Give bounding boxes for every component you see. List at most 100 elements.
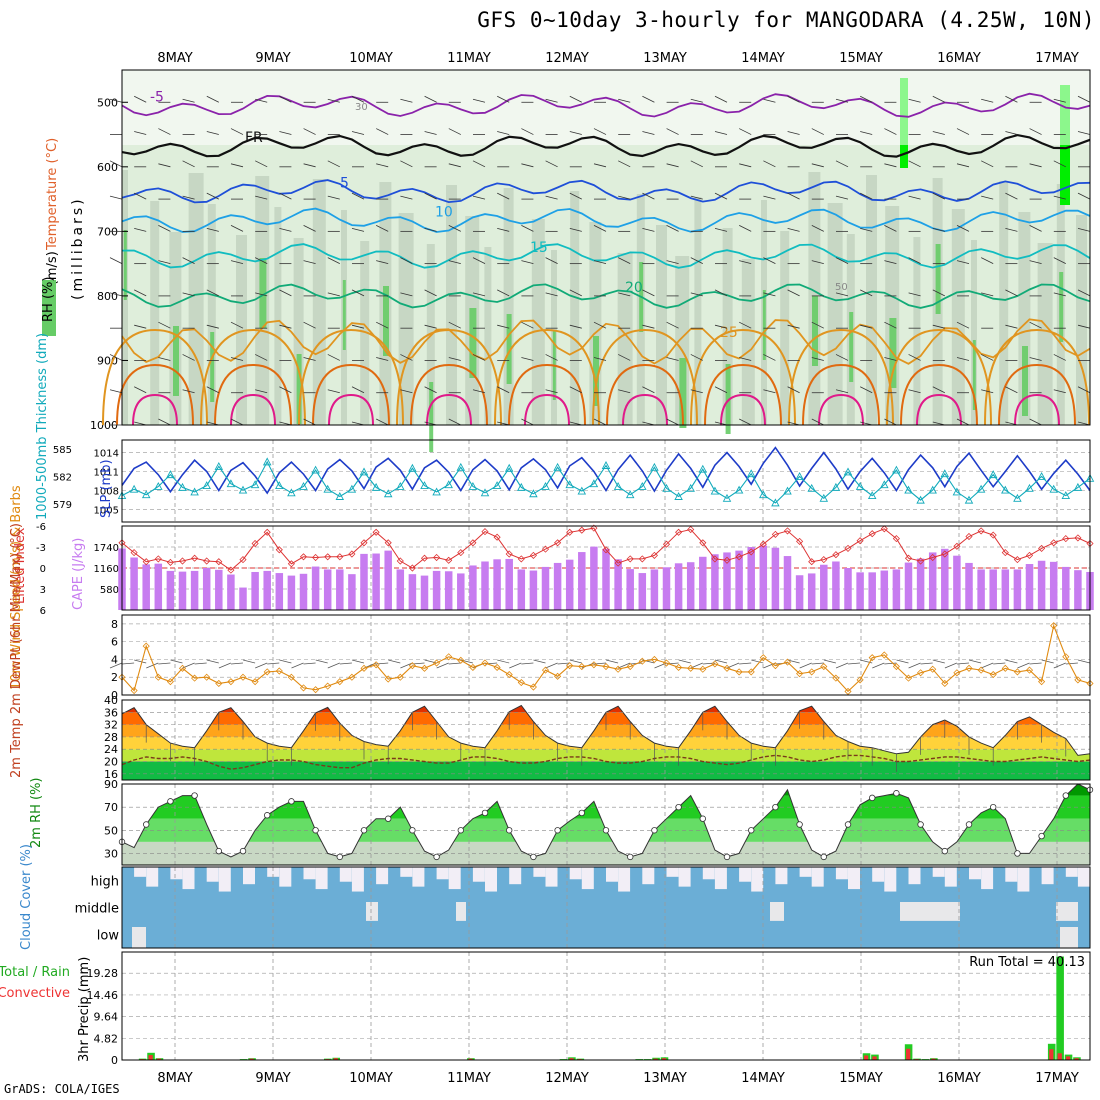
wind-barb [763,354,776,361]
wind-barb [690,98,703,103]
wind-barb [134,192,147,200]
cape-bar [977,569,985,610]
wind-barb [182,389,195,394]
wind-barb [1029,225,1042,232]
precip-convective-bar [148,1055,153,1060]
thickness-point [504,463,514,472]
thickness-point [722,493,732,502]
rh-point [191,792,198,799]
rh-band-green [506,314,512,384]
wind-barb [811,260,824,265]
cape-bar [650,569,659,610]
rh-tick-label: 70 [104,801,118,814]
wind-speed-point [904,674,913,682]
slp-panel-frame [121,439,1091,523]
lifted-index-point [917,557,925,565]
wind-tick-label: 8 [111,618,118,631]
date-label-top: 16MAY [937,51,981,66]
slp-tick-label: 1011 [94,468,119,479]
date-label-top: 17MAY [1035,51,1079,66]
wind-barb-10m [497,659,510,664]
thickness-point [698,464,708,473]
thickness-tick-label: 579 [53,500,72,511]
rh-band-mid [971,240,977,425]
wind-barb [569,289,582,297]
thickness-point [976,484,986,493]
thickness-point [831,482,841,491]
wind-barb-10m [218,662,232,669]
date-label-top: 9MAY [255,51,290,66]
wind-barb-10m [884,662,897,665]
thickness-point [928,485,937,494]
thickness-point [734,485,744,494]
thickness-point [638,482,647,490]
wind-speed-point [1001,664,1009,672]
wind-barb [230,260,244,265]
wind-barb [424,227,437,232]
thickness-point [625,490,635,499]
cloud-gap-low [132,927,146,948]
cloud-gap-high [775,867,788,885]
cape-bar [953,555,961,610]
wind-barb-10m [993,662,1006,665]
wind-barb-10m [122,662,135,665]
cape-bar [202,568,211,610]
wind-barb [158,321,171,329]
wind-barb [666,128,679,135]
diurnal-isotherm [410,363,488,426]
wind-speed-point [251,678,259,686]
wind-speed-point [929,665,937,673]
wind-barb [424,95,437,103]
wind-barb [255,389,268,394]
lifted-index-point [650,551,658,559]
lifted-index-point [481,528,489,536]
wind-barb [1077,95,1091,103]
thickness-point [795,471,804,480]
precip-convective-bar [931,1058,936,1060]
date-label-top: 14MAY [741,51,785,66]
isotherm-line [121,207,1091,233]
rh-tick-label: 50 [104,824,118,837]
wind-barb [158,260,171,265]
precip-convective-bar [872,1056,877,1060]
cloud-gap-high [545,867,558,887]
rh-band-green [296,354,302,424]
cape-tick-label: 580 [100,585,119,596]
lifted-index-tick-label: 3 [40,585,46,596]
cape-bar [904,562,913,610]
rh-band-mid [207,204,216,425]
wind-barb [932,386,945,394]
rh-band-mid [360,241,370,425]
wind-barb [884,163,897,168]
wind-barb [956,128,970,135]
rh-band-mid [617,253,633,425]
rh-point [457,827,464,834]
rh-point [385,815,392,822]
temp-tick-label: 16 [104,768,118,781]
thickness-point [238,485,248,494]
lifted-index-point [384,539,392,547]
wind-barb [932,324,945,329]
thickness-point [383,489,393,498]
wind-barb [424,131,437,135]
wind-barb [714,289,728,297]
wind-barb [569,192,582,200]
lifted-index-point [687,525,695,534]
diurnal-isotherm [214,363,292,426]
thickness-point [771,498,780,507]
lifted-index-point [348,550,356,558]
cape-bar [880,570,889,610]
rh-dry-layer [122,70,1090,145]
cape-bar [759,545,768,610]
rh-band-green [1022,346,1028,416]
lifted-index-point [602,546,610,554]
diurnal-isotherm [606,363,684,426]
wind-speed-point [481,659,489,667]
thickness-tick-label: 585 [53,445,72,456]
wind-barb [618,195,631,200]
thickness-point [601,461,611,469]
thickness-point [1049,484,1058,493]
cape-bar [965,562,973,610]
diurnal-isotherm [886,328,992,426]
precip-panel-frame [121,951,1091,1061]
